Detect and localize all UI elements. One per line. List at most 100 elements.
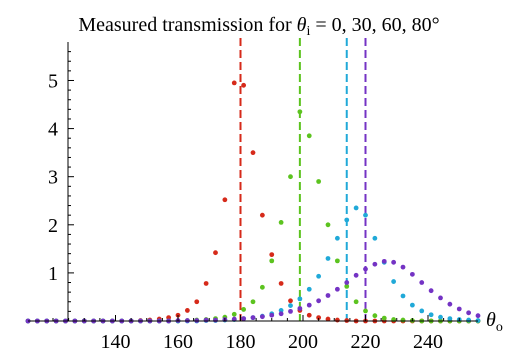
- data-point: [297, 296, 303, 302]
- data-point: [306, 133, 312, 139]
- data-point: [372, 261, 378, 267]
- data-point: [475, 313, 481, 319]
- chart-title-symbol: θ: [297, 14, 307, 36]
- data-point: [381, 258, 387, 264]
- data-point: [353, 272, 359, 278]
- data-point: [325, 316, 331, 322]
- data-point: [184, 308, 190, 313]
- data-point: [353, 299, 359, 305]
- data-point: [428, 312, 434, 318]
- data-point: [269, 312, 275, 318]
- data-point: [278, 281, 284, 286]
- x-axis-label-symbol: θ: [486, 309, 496, 331]
- x-axis-label-subscript: o: [496, 320, 503, 335]
- reference-lines: [239, 38, 367, 321]
- data-point: [419, 308, 425, 314]
- data-point: [391, 259, 397, 265]
- data-point: [241, 316, 247, 321]
- data-point: [363, 266, 368, 272]
- y-tick-label-1: 1: [48, 263, 58, 285]
- data-point: [231, 316, 237, 322]
- x-tick-label-240: 240: [413, 331, 443, 353]
- data-point: [438, 314, 443, 320]
- data-point: [409, 271, 415, 277]
- data-point: [316, 273, 322, 279]
- data-point: [372, 235, 378, 241]
- data-point: [269, 258, 275, 264]
- data-point: [363, 212, 368, 218]
- data-point: [438, 295, 443, 301]
- data-point: [259, 212, 265, 218]
- x-tick-label-180: 180: [226, 331, 256, 353]
- data-point: [203, 281, 209, 286]
- data-point: [325, 293, 331, 298]
- data-point: [334, 258, 340, 264]
- data-point: [316, 179, 322, 184]
- data-point: [428, 288, 434, 294]
- data-point: [306, 286, 312, 292]
- data-point: [306, 302, 312, 308]
- data-point: [269, 252, 275, 258]
- data-point: [278, 308, 284, 313]
- data-point: [250, 150, 256, 156]
- data-point: [372, 313, 378, 319]
- data-point: [334, 317, 340, 323]
- data-point: [400, 264, 406, 270]
- axes: 140 160 180 200 220 240 1 2 3 4 5: [28, 42, 478, 353]
- chart-title-rest: = 0, 30, 60, 80°: [310, 14, 439, 36]
- series-2: [25, 205, 481, 324]
- data-point: [259, 284, 265, 290]
- data-point: [334, 286, 340, 292]
- data-point: [381, 315, 387, 321]
- data-point: [325, 256, 331, 261]
- series-0: [25, 80, 481, 324]
- data-point: [213, 317, 218, 323]
- data-point: [447, 301, 453, 307]
- data-point: [250, 299, 256, 305]
- data-point: [409, 302, 415, 308]
- x-axis-label: θo: [486, 309, 503, 335]
- series-3: [25, 258, 481, 324]
- data-point: [344, 280, 350, 285]
- x-tick-label-160: 160: [163, 331, 193, 353]
- x-tick-label-220: 220: [351, 331, 381, 353]
- y-tick-label-2: 2: [48, 215, 58, 237]
- data-point: [316, 298, 322, 304]
- data-point: [231, 311, 237, 317]
- chart-title-prefix: Measured transmission for: [78, 14, 296, 36]
- data-point: [400, 293, 406, 299]
- data-point: [166, 315, 172, 321]
- data-point: [334, 235, 340, 241]
- data-point: [344, 217, 350, 223]
- data-point: [316, 315, 322, 321]
- y-tick-label-4: 4: [48, 119, 58, 141]
- data-point: [325, 222, 331, 228]
- data-point: [203, 317, 209, 323]
- data-point: [456, 306, 462, 312]
- data-point: [419, 280, 425, 285]
- data-point: [297, 109, 303, 115]
- data-point: [306, 312, 312, 318]
- chart-title-subscript: i: [306, 24, 310, 39]
- data-point: [288, 303, 293, 309]
- series-1: [25, 109, 481, 324]
- data-points: [25, 80, 481, 324]
- data-point: [241, 82, 247, 88]
- data-point: [297, 306, 303, 311]
- data-point: [353, 205, 359, 211]
- data-point: [278, 311, 284, 317]
- x-tick-label-140: 140: [101, 331, 131, 353]
- y-tick-label-3: 3: [48, 167, 58, 189]
- data-point: [278, 219, 284, 225]
- chart-title: Measured transmission for θi = 0, 30, 60…: [78, 14, 439, 39]
- y-tick-label-5: 5: [48, 70, 58, 92]
- data-point: [391, 279, 397, 284]
- data-point: [241, 307, 247, 312]
- data-point: [288, 308, 293, 314]
- data-point: [259, 314, 265, 320]
- data-point: [213, 250, 218, 256]
- x-tick-label-200: 200: [288, 331, 318, 353]
- data-point: [288, 174, 293, 180]
